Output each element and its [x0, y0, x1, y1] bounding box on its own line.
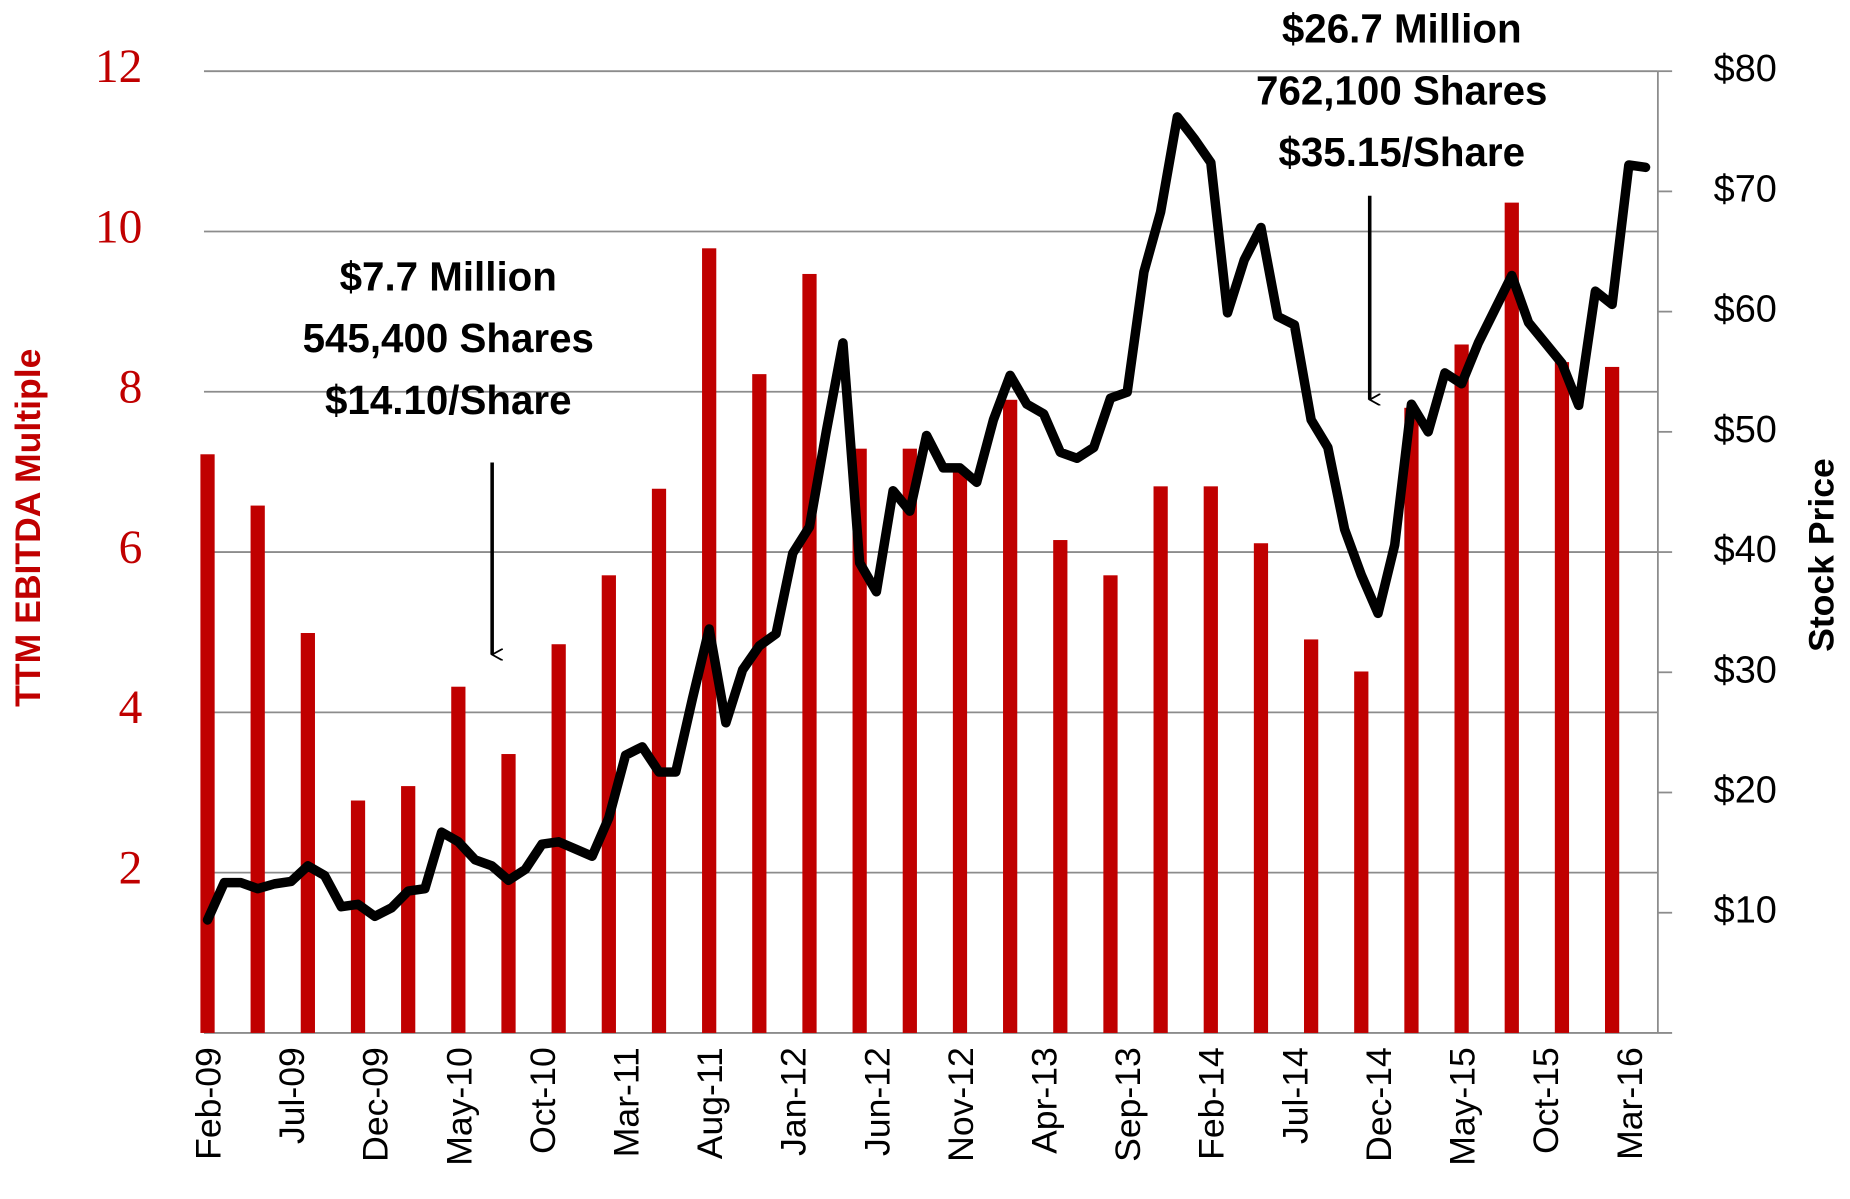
bar [1404, 407, 1419, 1033]
x-tick-label: Oct-15 [1526, 1047, 1566, 1154]
bar [802, 273, 817, 1033]
annotation-text: 545,400 Shares [303, 315, 594, 361]
x-tick-label: Mar-11 [607, 1047, 647, 1157]
bar [250, 505, 265, 1033]
y2-tick-label: $30 [1714, 649, 1777, 691]
bar [401, 786, 416, 1033]
y2-tick-label: $80 [1714, 48, 1777, 90]
x-tick-label: Sep-13 [1108, 1047, 1148, 1162]
y-tick-label: 10 [95, 201, 142, 253]
price-line [202, 112, 1651, 925]
y2-tick-label: $70 [1714, 168, 1777, 210]
x-tick-label: Jun-12 [857, 1047, 897, 1156]
y2-tick-label: $60 [1714, 289, 1777, 331]
y2-axis-label: Stock Price [1801, 458, 1841, 652]
bar [1203, 486, 1218, 1033]
bar [852, 448, 867, 1033]
bar [1253, 543, 1269, 1033]
x-tick-label: Jan-12 [774, 1047, 814, 1156]
x-tick-label: Jul-14 [1275, 1047, 1315, 1144]
y2-tick-label: $20 [1714, 770, 1777, 812]
bar [1604, 366, 1620, 1033]
bar [1053, 540, 1068, 1033]
x-tick-label: Jul-09 [272, 1047, 312, 1144]
x-tick-label: Dec-09 [356, 1047, 396, 1162]
bar [451, 686, 466, 1033]
x-tick-label: Aug-11 [690, 1047, 730, 1159]
bar [501, 754, 516, 1033]
bar [1304, 639, 1319, 1033]
bar [1003, 399, 1018, 1033]
y-tick-label: 6 [119, 522, 143, 574]
x-tick-label: May-10 [439, 1047, 479, 1166]
y-tick-label: 8 [119, 362, 143, 414]
bar [752, 374, 767, 1033]
bar [1103, 575, 1118, 1033]
bar [651, 488, 667, 1033]
x-tick-label: Mar-16 [1610, 1047, 1650, 1160]
bar [1354, 671, 1369, 1033]
y-axis-label: TTM EBITDA Multiple [8, 349, 48, 707]
y-tick-label: 2 [119, 843, 143, 895]
bar [1504, 202, 1519, 1033]
x-tick-label: May-15 [1443, 1047, 1483, 1166]
x-tick-label: Dec-14 [1359, 1047, 1399, 1162]
x-tick-label: Apr-13 [1025, 1047, 1065, 1154]
x-tick-label: Feb-09 [188, 1047, 228, 1160]
bar [1554, 362, 1570, 1033]
bar [902, 448, 917, 1033]
y2-tick-label: $50 [1714, 409, 1777, 451]
x-tick-label: Nov-12 [941, 1047, 981, 1162]
annotation-text: 762,100 Shares [1256, 67, 1547, 113]
y-tick-label: 4 [119, 682, 143, 734]
bar [1454, 344, 1469, 1033]
y2-tick-label: $10 [1714, 890, 1777, 932]
bar [952, 471, 968, 1033]
bar [200, 454, 215, 1033]
y-tick-label: 12 [95, 41, 142, 93]
annotation-text: $26.7 Million [1282, 6, 1522, 52]
annotation-text: $7.7 Million [340, 254, 557, 300]
bar [300, 633, 315, 1033]
bar [1153, 486, 1168, 1033]
y2-tick-label: $40 [1714, 529, 1777, 571]
x-tick-label: Feb-14 [1192, 1047, 1232, 1160]
bar [350, 800, 366, 1033]
annotation-text: $35.15/Share [1278, 129, 1525, 175]
x-tick-label: Oct-10 [523, 1047, 563, 1154]
annotation-text: $14.10/Share [325, 377, 572, 423]
